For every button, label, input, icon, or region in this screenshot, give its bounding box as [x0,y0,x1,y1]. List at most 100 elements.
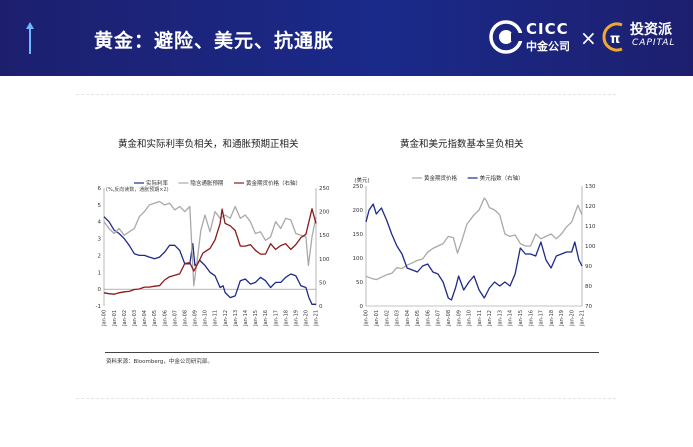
divider-top [76,94,616,96]
y-tick-label-0: 0 [360,304,364,310]
x-tick-label-20: Jan-20 [569,310,575,327]
chart-dollar-vs-gold: 0 50 100 150 200 250 70 80 90 100 110 120 130 Jan-00 J… [353,174,596,327]
y2-tick-label-4: 200 [319,210,330,216]
y-tick-label-6: 5 [98,203,102,209]
x-tick-label-11: Jan-11 [477,310,483,327]
page-title: 黄金：避险、美元、抗通胀 [94,30,335,52]
y-tick-label-2: 1 [98,270,102,276]
series-line-0 [103,216,316,305]
legend-label-2: 黄金期货价格（右轴） [246,179,301,187]
y-tick-label-1: 0 [98,287,102,293]
x-tick-label-21: Jan-21 [580,310,586,327]
x-tick-label-4: Jan-04 [405,310,411,327]
x-tick-label-18: Jan-18 [283,310,289,327]
chart-note: (%,反向读数，通胀预期×2) [106,186,169,193]
y-tick-label-3: 150 [353,232,364,238]
x-tick-label-19: Jan-19 [294,310,300,327]
x-tick-label-16: Jan-16 [528,310,534,327]
y2-tick-label-2: 90 [585,264,592,270]
x-tick-label-2: Jan-02 [384,310,390,327]
y2-tick-label-4: 110 [585,224,596,230]
x-tick-label-16: Jan-16 [263,310,269,327]
divider-bottom [76,398,616,400]
times-icon: × [580,26,597,50]
x-tick-label-0: Jan-00 [102,310,108,327]
arrow-up-icon [26,22,34,54]
y-tick-label-5: 4 [98,220,102,226]
y-tick-label-5: 250 [353,184,364,190]
chart-real-rate-vs-gold: -1 0 1 2 3 4 5 6 0 50 100 150 200 250 Jan-00 Jan-01 Jan-… [96,179,330,327]
x-tick-label-10: Jan-10 [467,310,473,327]
y2-tick-label-2: 100 [319,257,330,263]
y2-tick-label-0: 70 [585,304,592,310]
y-tick-label-4: 3 [98,237,102,243]
x-tick-label-6: Jan-06 [425,310,431,327]
x-tick-label-14: Jan-14 [508,310,514,327]
x-tick-label-19: Jan-19 [559,310,565,327]
cicc-logo-icon [489,20,523,54]
cicc-logo-en: CICC [526,20,569,38]
x-tick-label-0: Jan-00 [364,310,370,327]
capital-logo-en: CAPITAL [632,38,676,48]
legend-label-1: 隐含通胀预期 [190,179,224,187]
x-tick-label-12: Jan-12 [487,310,493,327]
y2-tick-label-3: 100 [585,244,596,250]
x-tick-label-15: Jan-15 [253,310,259,327]
capital-logo-cn: 投资派 [630,22,672,38]
y-tick-label-3: 2 [98,253,102,259]
x-tick-label-11: Jan-11 [213,310,219,327]
x-tick-label-5: Jan-05 [152,310,158,327]
x-tick-label-8: Jan-08 [446,310,452,327]
series-line-2 [103,208,317,295]
source-note: 资料来源：Bloomberg，中金公司研究部。 [106,359,213,365]
y2-tick-label-0: 0 [319,304,323,310]
series-line-0 [365,197,583,281]
y2-tick-label-5: 250 [319,186,330,192]
legend-label-0: 实际利率 [146,179,169,187]
x-tick-label-3: Jan-03 [132,310,138,327]
source-separator [105,352,599,353]
y2-tick-label-6: 130 [585,184,596,190]
x-tick-label-13: Jan-13 [497,310,503,327]
y-tick-label-4: 200 [353,208,364,214]
chart2-title: 黄金和美元指数基本呈负相关 [400,139,524,150]
chart1-title: 黄金和实际利率负相关，和通胀预期正相关 [118,139,299,150]
series-line-1 [103,200,317,287]
x-tick-label-12: Jan-12 [223,310,229,327]
x-tick-label-9: Jan-09 [193,310,199,327]
x-tick-label-17: Jan-17 [273,310,279,327]
y2-tick-label-1: 80 [585,284,592,290]
y2-tick-label-3: 150 [319,233,330,239]
x-tick-label-3: Jan-03 [395,310,401,327]
x-tick-label-8: Jan-08 [182,310,188,327]
x-tick-label-21: Jan-21 [314,310,320,327]
x-tick-label-13: Jan-13 [233,310,239,327]
y-tick-label-7: 6 [98,186,102,192]
series-line-1 [365,203,583,301]
y-tick-label-0: -1 [96,304,101,310]
x-tick-label-6: Jan-06 [162,310,168,327]
y-tick-label-1: 50 [356,280,363,286]
header-banner: 黄金：避险、美元、抗通胀 CICC 中金公司 × π 投资派 CAPITAL [0,0,693,76]
svg-text:π: π [610,32,620,47]
x-tick-label-18: Jan-18 [549,310,555,327]
x-tick-label-7: Jan-07 [172,310,178,327]
capital-logo-icon: π [602,22,623,52]
x-tick-label-17: Jan-17 [539,310,545,327]
x-tick-label-7: Jan-07 [436,310,442,327]
legend-label-0: 黄金期货价格 [424,174,458,182]
x-tick-label-20: Jan-20 [304,310,310,327]
x-tick-label-4: Jan-04 [142,310,148,327]
x-tick-label-1: Jan-01 [374,310,380,327]
y-tick-label-2: 100 [353,256,364,262]
cicc-logo-cn: 中金公司 [526,40,570,53]
x-tick-label-14: Jan-14 [243,310,249,327]
x-tick-label-10: Jan-10 [203,310,209,327]
y2-tick-label-1: 50 [319,280,326,286]
x-tick-label-2: Jan-02 [122,310,128,327]
x-tick-label-1: Jan-01 [112,310,118,327]
x-tick-label-9: Jan-09 [456,310,462,327]
legend-label-1: 美元指数（右轴） [480,174,524,182]
x-tick-label-5: Jan-05 [415,310,421,327]
x-tick-label-15: Jan-15 [518,310,524,327]
